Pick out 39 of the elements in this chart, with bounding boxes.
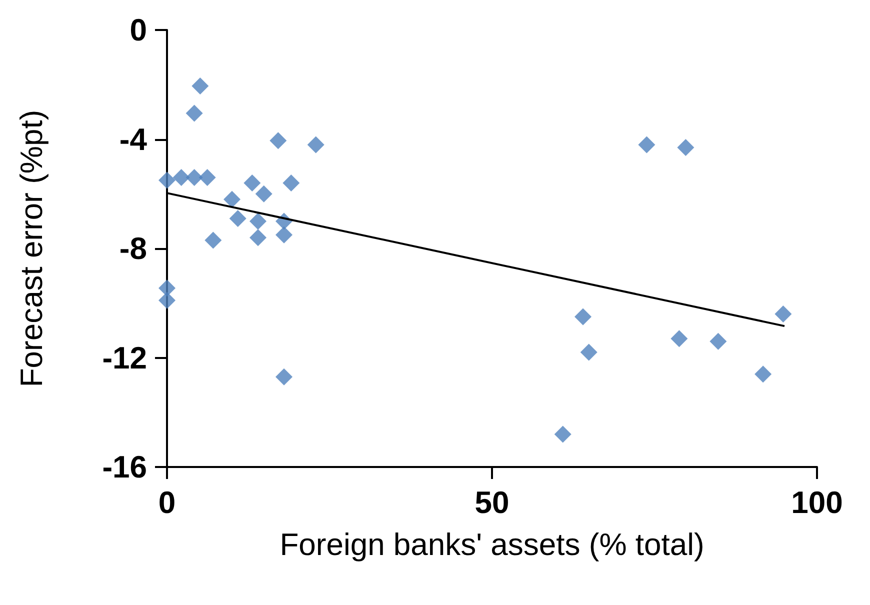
point: [270, 132, 287, 150]
x-axis-title: Foreign banks' assets (% total): [280, 527, 704, 562]
y-tick-label: -12: [102, 340, 147, 376]
point: [186, 168, 203, 186]
x-tick-label: 0: [158, 485, 176, 520]
point: [276, 226, 292, 244]
point: [774, 306, 792, 323]
point: [250, 212, 266, 230]
point: [255, 185, 272, 202]
point: [172, 168, 190, 186]
x-tick-label: 50: [474, 485, 510, 520]
point: [282, 174, 300, 192]
point: [192, 77, 209, 94]
x-tick-label: 100: [791, 485, 843, 520]
point: [158, 292, 176, 309]
point: [198, 168, 216, 186]
point: [554, 426, 572, 443]
point: [224, 190, 240, 208]
point: [574, 308, 592, 326]
point: [158, 280, 176, 297]
point: [754, 366, 772, 383]
point: [307, 136, 324, 154]
y-tick-label: 0: [130, 12, 147, 48]
point: [276, 368, 292, 386]
point: [158, 172, 176, 189]
y-axis-title: Forecast error (%pt): [14, 110, 49, 388]
point: [580, 344, 598, 361]
point: [204, 232, 222, 249]
y-tick-label: -4: [119, 122, 148, 157]
point: [710, 332, 727, 350]
y-tick-label: -8: [119, 231, 147, 266]
point: [677, 138, 694, 156]
point: [250, 229, 266, 246]
point: [670, 330, 688, 348]
y-tick-label: -16: [102, 450, 147, 484]
point: [244, 174, 261, 192]
point: [638, 136, 656, 154]
point: [229, 210, 246, 227]
point: [186, 104, 203, 122]
